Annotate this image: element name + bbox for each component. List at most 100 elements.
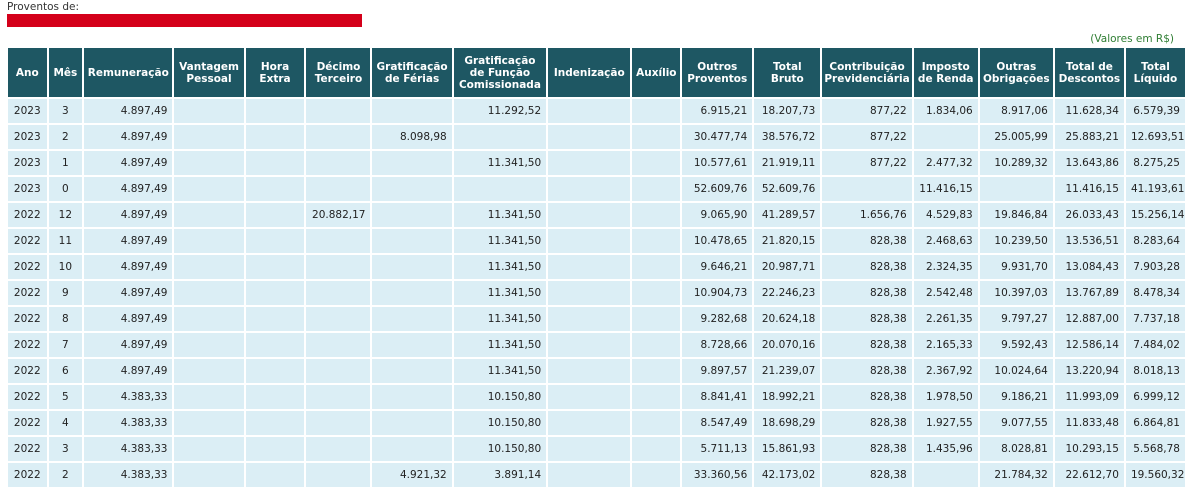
cell-decimo-terceiro [306, 125, 371, 149]
cell-outros-proventos: 8.547,49 [682, 411, 753, 435]
cell-imposto-renda: 2.542,48 [913, 281, 978, 305]
column-header-grat-funcao: Gratificação de Função Comissionada [453, 48, 547, 97]
cell-grat-funcao: 11.292,52 [453, 99, 547, 123]
cell-grat-ferias [372, 359, 452, 383]
cell-grat-ferias [372, 411, 452, 435]
cell-auxilio [632, 385, 681, 409]
cell-mes: 1 [48, 151, 83, 175]
cell-total-descontos: 13.643,86 [1054, 151, 1124, 175]
cell-outros-proventos: 9.897,57 [682, 359, 753, 383]
column-header-text: Gratificação [464, 54, 536, 67]
cell-decimo-terceiro [306, 359, 371, 383]
column-header-indenizacao: Indenização [548, 48, 631, 97]
cell-decimo-terceiro [306, 463, 371, 487]
cell-outras-obrigacoes: 21.784,32 [979, 463, 1053, 487]
cell-ano: 2022 [8, 229, 47, 253]
cell-mes: 3 [48, 437, 83, 461]
cell-imposto-renda: 2.477,32 [913, 151, 978, 175]
cell-decimo-terceiro [306, 307, 371, 331]
table-row: 2023 2 4.897,49 8.098,98 30.477,74 38.576,72 8… [8, 125, 1185, 149]
cell-decimo-terceiro [306, 99, 371, 123]
cell-grat-funcao: 11.341,50 [453, 307, 547, 331]
cell-total-bruto: 21.820,15 [754, 229, 821, 253]
cell-ano: 2023 [8, 151, 47, 175]
table-row: 2022 4 4.383,33 10.150,80 8.547,49 18.698,29 8… [8, 411, 1185, 435]
cell-mes: 5 [48, 385, 83, 409]
cell-hora-extra [245, 99, 305, 123]
column-header-text: Extra [259, 72, 291, 85]
column-header-total-descontos: Total de Descontos [1054, 48, 1124, 97]
cell-grat-funcao [453, 177, 547, 201]
column-header-text: Hora [260, 60, 290, 73]
cell-ano: 2022 [8, 255, 47, 279]
cell-total-descontos: 11.416,15 [1054, 177, 1124, 201]
cell-contribuicao: 877,22 [822, 125, 912, 149]
cell-hora-extra [245, 151, 305, 175]
cell-mes: 8 [48, 307, 83, 331]
cell-outras-obrigacoes: 9.186,21 [979, 385, 1053, 409]
cell-hora-extra [245, 307, 305, 331]
column-header-text: Obrigações [982, 72, 1050, 85]
cell-ano: 2023 [8, 177, 47, 201]
cell-grat-ferias [372, 255, 452, 279]
column-header-text: Total [1141, 60, 1170, 73]
cell-remuneracao: 4.897,49 [84, 333, 173, 357]
cell-outras-obrigacoes: 8.028,81 [979, 437, 1053, 461]
cell-indenizacao [548, 151, 631, 175]
cell-outros-proventos: 9.282,68 [682, 307, 753, 331]
cell-imposto-renda: 2.165,33 [913, 333, 978, 357]
proventos-label: Proventos de: [7, 1, 79, 13]
cell-outros-proventos: 52.609,76 [682, 177, 753, 201]
cell-decimo-terceiro [306, 151, 371, 175]
cell-total-liquido: 7.737,18 [1125, 307, 1185, 331]
cell-total-liquido: 19.560,32 [1125, 463, 1185, 487]
cell-outros-proventos: 30.477,74 [682, 125, 753, 149]
cell-total-descontos: 12.586,14 [1054, 333, 1124, 357]
cell-outros-proventos: 10.478,65 [682, 229, 753, 253]
cell-decimo-terceiro [306, 281, 371, 305]
cell-mes: 7 [48, 333, 83, 357]
column-header-text: Bruto [770, 72, 804, 85]
cell-total-descontos: 22.612,70 [1054, 463, 1124, 487]
cell-total-descontos: 11.993,09 [1054, 385, 1124, 409]
cell-hora-extra [245, 411, 305, 435]
cell-grat-funcao: 11.341,50 [453, 333, 547, 357]
cell-outras-obrigacoes [979, 177, 1053, 201]
cell-indenizacao [548, 307, 631, 331]
cell-grat-funcao: 10.150,80 [453, 437, 547, 461]
cell-total-bruto: 42.173,02 [754, 463, 821, 487]
cell-hora-extra [245, 177, 305, 201]
column-header-hora-extra: Hora Extra [245, 48, 305, 97]
cell-imposto-renda: 2.324,35 [913, 255, 978, 279]
cell-total-descontos: 13.084,43 [1054, 255, 1124, 279]
cell-contribuicao: 877,22 [822, 151, 912, 175]
cell-decimo-terceiro [306, 411, 371, 435]
cell-auxilio [632, 333, 681, 357]
cell-auxilio [632, 99, 681, 123]
cell-total-bruto: 21.919,11 [754, 151, 821, 175]
column-header-text: Outros [697, 60, 738, 73]
cell-vantagem-pessoal [174, 151, 244, 175]
cell-decimo-terceiro [306, 229, 371, 253]
cell-decimo-terceiro [306, 385, 371, 409]
cell-outras-obrigacoes: 9.797,27 [979, 307, 1053, 331]
cell-total-bruto: 41.289,57 [754, 203, 821, 227]
cell-indenizacao [548, 463, 631, 487]
cell-outros-proventos: 9.065,90 [682, 203, 753, 227]
cell-total-descontos: 13.536,51 [1054, 229, 1124, 253]
cell-remuneracao: 4.897,49 [84, 359, 173, 383]
column-header-decimo-terceiro: Décimo Terceiro [306, 48, 371, 97]
cell-grat-ferias: 8.098,98 [372, 125, 452, 149]
proventos-table: Ano Mês Remuneração Vantagem Pessoal Hora Extr… [6, 46, 1186, 489]
cell-imposto-renda [913, 463, 978, 487]
cell-remuneracao: 4.897,49 [84, 203, 173, 227]
column-header-text: Previdenciária [824, 72, 910, 85]
column-header-text: Descontos [1058, 72, 1121, 85]
cell-mes: 10 [48, 255, 83, 279]
cell-remuneracao: 4.897,49 [84, 99, 173, 123]
cell-vantagem-pessoal [174, 437, 244, 461]
column-header-text: Pessoal [186, 72, 232, 85]
cell-total-liquido: 6.579,39 [1125, 99, 1185, 123]
cell-grat-ferias [372, 203, 452, 227]
cell-ano: 2022 [8, 281, 47, 305]
